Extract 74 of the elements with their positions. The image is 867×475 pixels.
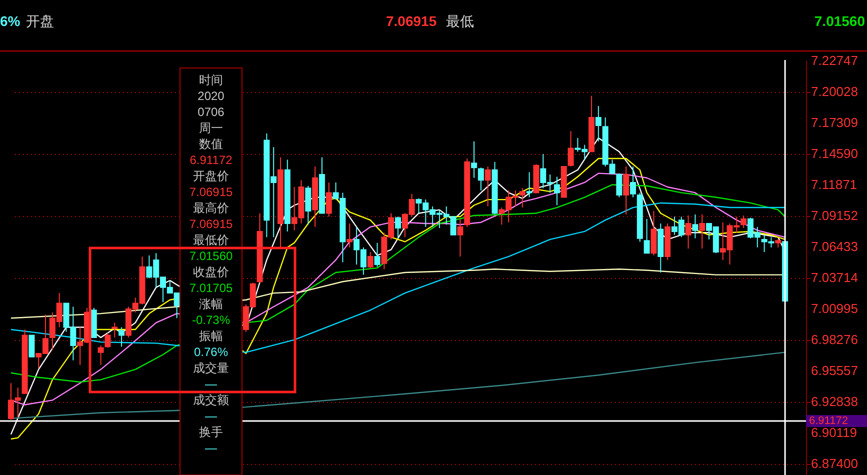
- annotation: 周一: [199, 121, 223, 135]
- y-tick-label: 7.06433: [811, 239, 858, 254]
- candlestick: [554, 176, 560, 206]
- annotation: 振幅: [199, 329, 223, 343]
- annotation: 6.91172: [190, 153, 233, 167]
- annotation: 成交量: [193, 361, 229, 375]
- annotation: -0.73%: [192, 313, 230, 327]
- y-tick-label: 7.09152: [811, 208, 858, 224]
- candlestick: [305, 185, 312, 226]
- candlestick: [346, 222, 353, 248]
- annotation: —: [205, 377, 217, 391]
- y-tick-label: 6.92838: [811, 394, 858, 410]
- text: 开盘: [26, 13, 54, 29]
- annotation: 7.01705: [189, 281, 234, 295]
- text: 7.06915: [386, 13, 437, 29]
- y-tick-label: 7.14590: [811, 146, 858, 162]
- candlestick: [568, 130, 574, 167]
- candlestick: [326, 182, 332, 218]
- y-tick-label: 7.22747: [811, 53, 858, 68]
- candlestick: [374, 242, 380, 268]
- text: 7.01560: [814, 13, 866, 29]
- candlestick: [526, 172, 532, 198]
- annotation: —: [205, 409, 217, 423]
- annotation: 最高价: [193, 201, 229, 215]
- candlestick: [484, 166, 491, 207]
- annotation: 7.01560: [189, 249, 234, 263]
- candlestick: [775, 238, 782, 248]
- annotation: 成交额: [193, 393, 229, 407]
- annotation: 最低价: [193, 233, 229, 247]
- ref-line-label: 6.91172: [809, 415, 848, 428]
- annotation: 收盘价: [193, 265, 229, 279]
- y-tick-label: 7.11871: [811, 177, 858, 192]
- candlestick: [519, 188, 526, 208]
- candlestick: [478, 167, 484, 191]
- text: 最低: [446, 13, 474, 29]
- candlestick: [471, 140, 478, 178]
- candlestick: [28, 334, 35, 358]
- candlestick: [616, 172, 622, 198]
- annotation: 7.06915: [189, 217, 234, 231]
- y-tick-label: 7.20028: [811, 84, 858, 100]
- candlestick: [457, 218, 464, 258]
- y-tick-label: 7.03714: [811, 270, 858, 286]
- annotation: 2020: [198, 89, 225, 103]
- y-tick-label: 6.98276: [811, 332, 858, 348]
- text: 6%: [0, 13, 21, 29]
- annotation: 涨幅: [199, 297, 223, 311]
- annotation: 开盘价: [193, 169, 229, 183]
- annotation: 时间: [199, 73, 223, 87]
- candlestick: [104, 332, 111, 348]
- candlestick: [395, 216, 401, 239]
- annotation: 数值: [199, 137, 223, 151]
- candlestick: [644, 218, 650, 254]
- candlestick: [692, 214, 698, 239]
- annotation: 0706: [198, 105, 225, 119]
- candlestick: [740, 215, 747, 229]
- candlestick: [595, 106, 602, 142]
- y-tick-label: 6.95557: [811, 363, 858, 378]
- candlestick: [685, 215, 692, 250]
- candlestick: [699, 214, 706, 250]
- annotation: 7.06915: [189, 185, 234, 199]
- annotation: —: [205, 441, 217, 455]
- y-tick-label: 6.87400: [811, 456, 858, 472]
- candlestick: [118, 326, 125, 348]
- candlestick: [630, 166, 636, 198]
- candlestick: [98, 344, 104, 366]
- annotation: 换手: [199, 425, 223, 439]
- candlestick: [623, 166, 630, 215]
- y-tick-label: 7.00995: [811, 301, 858, 316]
- candlestick: [367, 251, 374, 268]
- annotation: 0.76%: [194, 345, 228, 359]
- candlestick: [650, 210, 657, 256]
- y-tick-label: 7.17309: [811, 115, 858, 130]
- y-tick-label: 6.90119: [811, 425, 858, 440]
- candlestick: [112, 322, 118, 338]
